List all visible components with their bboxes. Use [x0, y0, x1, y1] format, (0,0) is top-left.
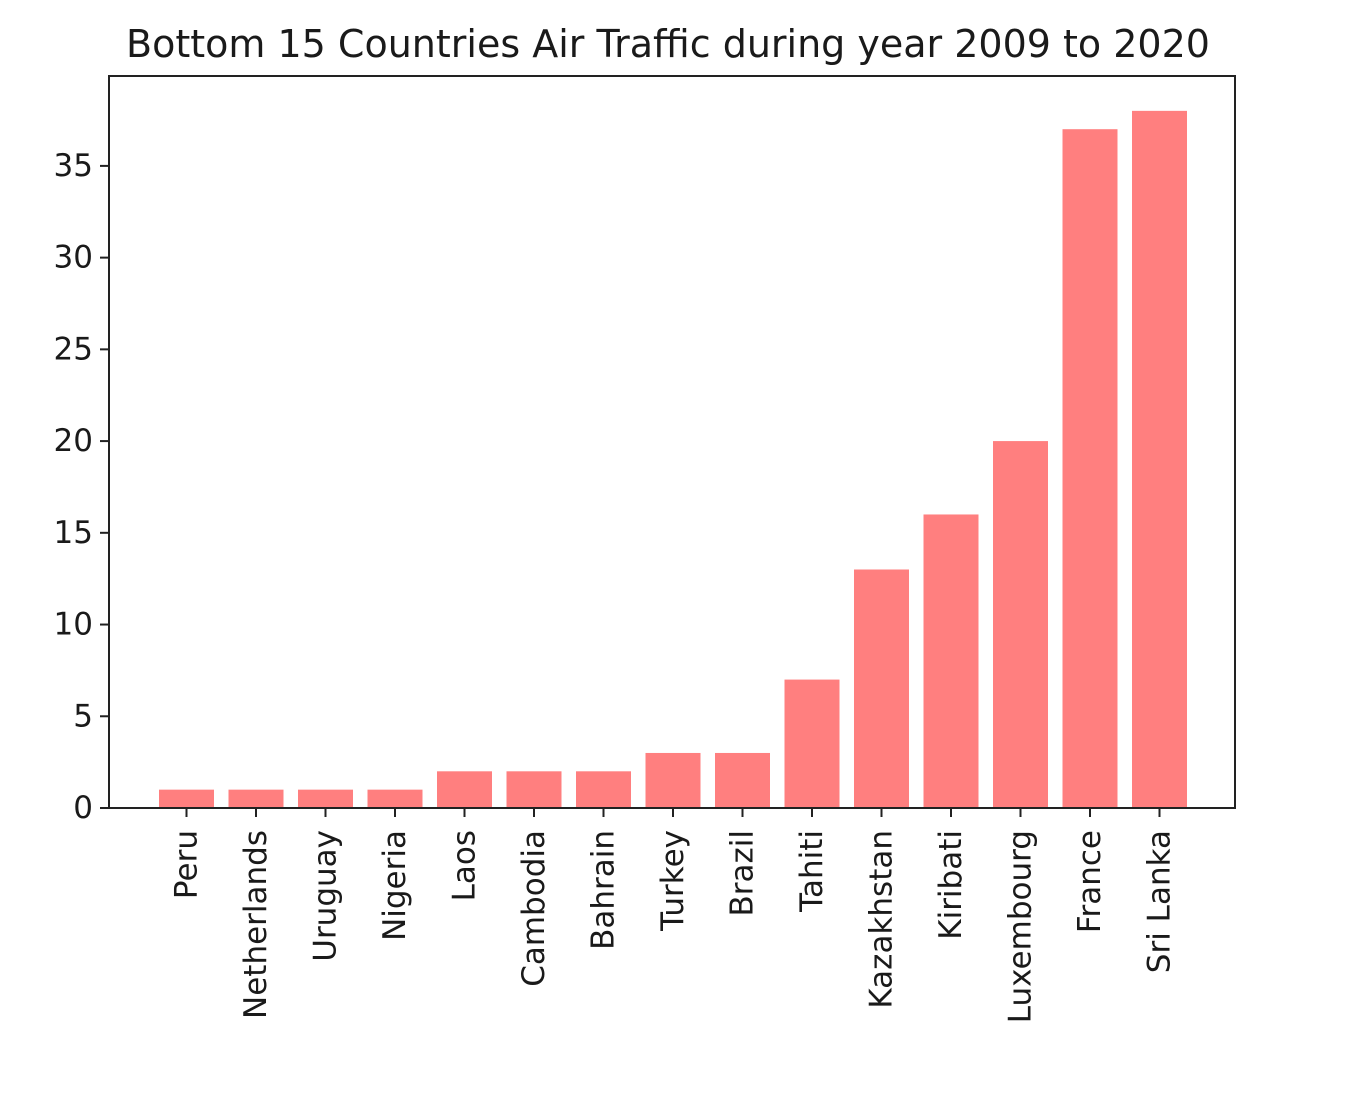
x-tick-label-brazil: Brazil	[725, 830, 761, 917]
bar-sri-lanka	[1132, 110, 1187, 809]
x-tick-label-kazakhstan: Kazakhstan	[864, 830, 900, 1009]
bars-layer	[159, 110, 1187, 809]
bar-laos	[437, 771, 492, 808]
x-tick-label-nigeria: Nigeria	[377, 830, 413, 941]
y-tick-label-5: 5	[73, 698, 93, 734]
y-tick-label-15: 15	[54, 515, 93, 551]
bar-nigeria	[367, 789, 423, 808]
bar-cambodia	[506, 771, 562, 808]
x-tick-label-kiribati: Kiribati	[933, 830, 969, 940]
chart-title: Bottom 15 Countries Air Traffic during y…	[126, 22, 1210, 66]
bar-peru	[159, 789, 214, 808]
y-axis: 0 5 10 15 20 25 30 35	[54, 148, 109, 826]
y-tick-label-0: 0	[73, 790, 93, 826]
x-axis: Peru Netherlands Uruguay Nigeria Laos Cambodi…	[169, 808, 1178, 1023]
x-tick-label-turkey: Turkey	[655, 830, 691, 932]
bar-uruguay	[298, 789, 353, 808]
y-tick-label-20: 20	[54, 423, 93, 459]
bar-netherlands	[228, 789, 284, 808]
x-tick-label-uruguay: Uruguay	[308, 830, 344, 962]
x-tick-label-cambodia: Cambodia	[516, 830, 552, 987]
x-tick-label-peru: Peru	[169, 830, 205, 899]
bar-france	[1062, 129, 1118, 808]
bar-luxembourg	[993, 441, 1048, 808]
x-tick-label-tahiti: Tahiti	[794, 830, 830, 913]
y-tick-label-25: 25	[54, 331, 93, 367]
x-tick-label-luxembourg: Luxembourg	[1003, 830, 1039, 1023]
x-tick-label-netherlands: Netherlands	[238, 830, 274, 1019]
bar-bahrain	[576, 771, 631, 808]
bar-turkey	[645, 752, 701, 808]
x-tick-label-sri-lanka: Sri Lanka	[1142, 830, 1178, 973]
x-tick-label-france: France	[1072, 830, 1108, 933]
bar-kazakhstan	[854, 569, 909, 808]
x-tick-label-laos: Laos	[447, 830, 483, 901]
bar-kiribati	[923, 514, 979, 808]
bar-brazil	[715, 752, 770, 808]
plot-frame	[108, 75, 1236, 809]
y-tick-label-10: 10	[54, 607, 93, 643]
bar-tahiti	[784, 679, 840, 808]
y-tick-label-35: 35	[54, 148, 93, 184]
x-tick-label-bahrain: Bahrain	[586, 830, 622, 950]
y-tick-label-30: 30	[54, 240, 93, 276]
